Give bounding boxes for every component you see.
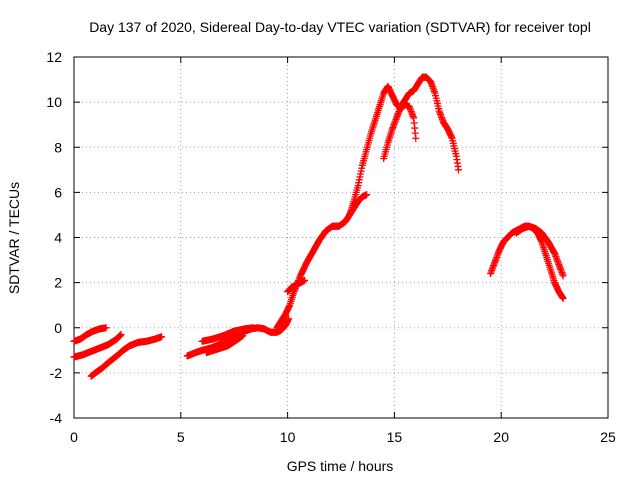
y-tick-label: 0 xyxy=(54,320,62,336)
x-tick-label: 5 xyxy=(177,429,185,445)
data-points xyxy=(70,73,567,380)
y-axis-label: SDTVAR / TECUs xyxy=(6,182,22,294)
series-arc-c xyxy=(87,333,166,380)
series-arc-h xyxy=(284,276,309,296)
data-point xyxy=(412,134,420,142)
y-tick-label: 2 xyxy=(54,275,62,291)
y-tick-label: -4 xyxy=(50,410,63,426)
x-axis-label: GPS time / hours xyxy=(287,458,394,474)
y-tick-label: 4 xyxy=(54,230,62,246)
series-arc-i xyxy=(346,191,371,219)
data-point xyxy=(117,331,125,339)
series-arc-l xyxy=(512,222,567,280)
data-point xyxy=(102,324,110,332)
data-point xyxy=(249,324,257,332)
series-arc-f xyxy=(202,332,247,357)
y-tick-label: 8 xyxy=(54,139,62,155)
x-tick-label: 25 xyxy=(600,429,616,445)
y-tick-label: 6 xyxy=(54,184,62,200)
axis-ticks: 0 5 10 15 20 25 -4 -2 0 2 4 6 8 10 12 xyxy=(46,49,616,445)
data-point xyxy=(158,333,166,341)
x-tick-label: 0 xyxy=(70,429,78,445)
x-tick-label: 15 xyxy=(387,429,403,445)
chart-title: Day 137 of 2020, Sidereal Day-to-day VTE… xyxy=(89,19,591,35)
grid-lines xyxy=(74,57,608,418)
y-tick-label: 12 xyxy=(46,49,62,65)
series-arc-b xyxy=(70,331,125,361)
data-point xyxy=(559,272,567,280)
y-tick-label: 10 xyxy=(46,94,62,110)
series-arc-k xyxy=(487,222,567,302)
data-point xyxy=(559,294,567,302)
series-arc-j xyxy=(380,73,462,174)
data-point xyxy=(454,166,462,174)
y-tick-label: -2 xyxy=(50,365,63,381)
data-point xyxy=(363,191,371,199)
x-tick-label: 10 xyxy=(280,429,296,445)
x-tick-label: 20 xyxy=(493,429,509,445)
series-arc-a xyxy=(70,324,110,345)
data-point xyxy=(239,332,247,340)
data-point xyxy=(301,276,309,284)
series-arc-e xyxy=(198,324,257,345)
